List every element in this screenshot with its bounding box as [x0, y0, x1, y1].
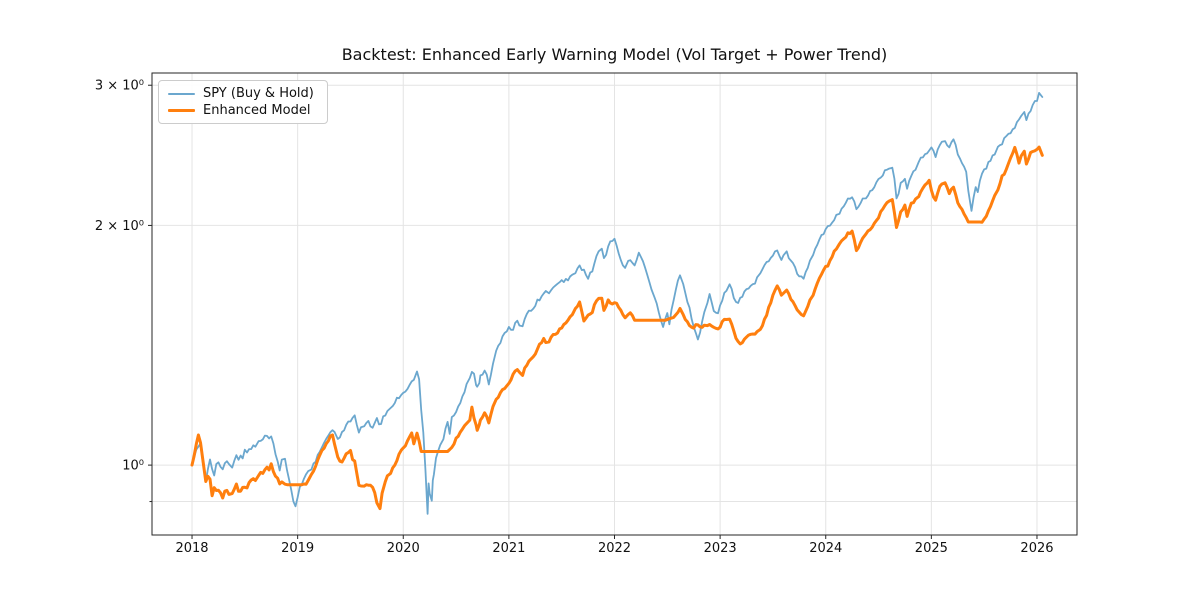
- spy-line-swatch: [168, 92, 195, 95]
- x-tick-label: 2026: [1020, 541, 1053, 556]
- x-tick-label: 2022: [598, 541, 631, 556]
- legend-item-model: Enhanced Model: [168, 104, 318, 117]
- x-tick-label: 2018: [175, 541, 208, 556]
- x-tick-label: 2024: [809, 541, 842, 556]
- legend: SPY (Buy & Hold) Enhanced Model: [158, 80, 328, 124]
- legend-label-model: Enhanced Model: [203, 103, 311, 118]
- legend-item-spy: SPY (Buy & Hold): [168, 87, 318, 100]
- legend-label-spy: SPY (Buy & Hold): [203, 86, 314, 101]
- y-tick-label: 3 × 10⁰: [95, 79, 144, 94]
- series-line-spy: [191, 92, 1044, 515]
- chart-title: Backtest: Enhanced Early Warning Model (…: [341, 45, 888, 64]
- x-tick-label: 2023: [704, 541, 737, 556]
- x-tick-label: 2025: [915, 541, 948, 556]
- x-tick-label: 2020: [387, 541, 420, 556]
- x-tick-label: 2019: [281, 541, 314, 556]
- y-tick-label: 2 × 10⁰: [95, 219, 144, 234]
- x-tick-label: 2021: [492, 541, 525, 556]
- model-line-swatch: [168, 109, 195, 112]
- y-tick-label: 10⁰: [122, 459, 144, 474]
- series-line-enhanced-model: [190, 145, 1044, 511]
